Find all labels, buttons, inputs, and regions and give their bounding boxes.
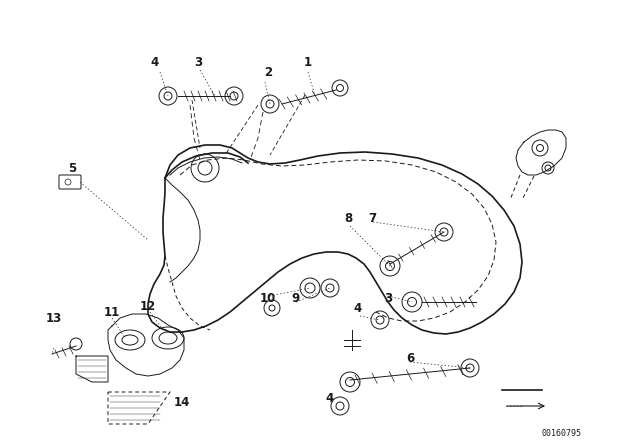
Text: 10: 10 — [260, 292, 276, 305]
Text: 00160795: 00160795 — [542, 430, 582, 439]
Text: 6: 6 — [406, 352, 414, 365]
Text: 14: 14 — [174, 396, 190, 409]
Text: 1: 1 — [304, 56, 312, 69]
Text: 4: 4 — [326, 392, 334, 405]
Text: 9: 9 — [292, 292, 300, 305]
Text: 3: 3 — [194, 56, 202, 69]
Text: 7: 7 — [368, 211, 376, 224]
Text: 12: 12 — [140, 300, 156, 313]
Text: 13: 13 — [46, 311, 62, 324]
Text: 4: 4 — [151, 56, 159, 69]
Text: 3: 3 — [384, 292, 392, 305]
Text: 8: 8 — [344, 211, 352, 224]
Text: 5: 5 — [68, 161, 76, 175]
Text: 4: 4 — [354, 302, 362, 314]
Text: 2: 2 — [264, 65, 272, 78]
Text: 11: 11 — [104, 306, 120, 319]
